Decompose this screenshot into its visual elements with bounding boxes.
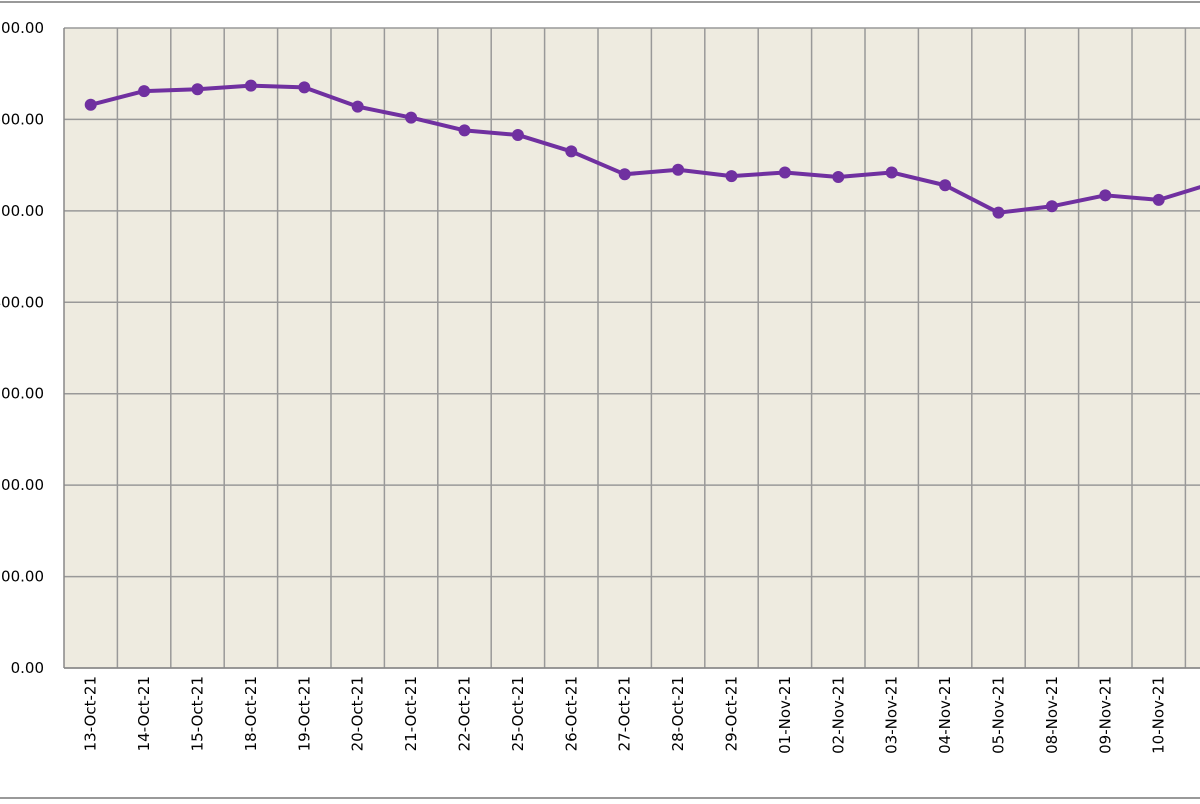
point — [511, 128, 524, 141]
y-tick-label: 0.00 — [11, 659, 44, 677]
point — [351, 100, 364, 113]
point — [672, 163, 685, 176]
x-tick-label: 04-Nov-21 — [936, 676, 954, 754]
x-tick-label: 01-Nov-21 — [776, 676, 794, 754]
point — [939, 179, 952, 192]
point — [832, 171, 845, 184]
x-tick-label: 14-Oct-21 — [135, 676, 153, 751]
point — [1152, 193, 1165, 206]
point — [565, 145, 578, 158]
x-tick-label: 22-Oct-21 — [456, 676, 474, 751]
point — [1045, 200, 1058, 213]
point — [1099, 189, 1112, 202]
y-tick-label: 200.00 — [0, 476, 44, 494]
point — [84, 98, 97, 111]
plot-area — [64, 28, 1200, 668]
x-tick-label: 03-Nov-21 — [883, 676, 901, 754]
x-tick-label: 02-Nov-21 — [829, 676, 847, 754]
point — [405, 111, 418, 124]
y-tick-label: 100.00 — [0, 568, 44, 586]
y-tick-label: 700.00 — [0, 19, 44, 37]
x-tick-label: 18-Oct-21 — [242, 676, 260, 751]
x-tick-label: 27-Oct-21 — [616, 676, 634, 751]
x-tick-label: 29-Oct-21 — [723, 676, 741, 751]
point — [725, 170, 738, 183]
x-tick-label: 13-Oct-21 — [82, 676, 100, 751]
x-tick-label: 25-Oct-21 — [509, 676, 527, 751]
x-tick-label: 19-Oct-21 — [295, 676, 313, 751]
x-tick-label: 10-Nov-21 — [1150, 676, 1168, 754]
x-tick-label: 20-Oct-21 — [349, 676, 367, 751]
y-tick-label: 600.00 — [0, 110, 44, 128]
point — [244, 79, 257, 92]
point — [618, 168, 631, 181]
point — [458, 124, 471, 137]
x-tick-label: 26-Oct-21 — [562, 676, 580, 751]
y-tick-label: 500.00 — [0, 202, 44, 220]
point — [298, 81, 311, 94]
y-tick-label: 300.00 — [0, 385, 44, 403]
point — [778, 166, 791, 179]
x-tick-label: 15-Oct-21 — [189, 676, 207, 751]
x-tick-label: 08-Nov-21 — [1043, 676, 1061, 754]
point — [885, 166, 898, 179]
point — [992, 206, 1005, 219]
x-tick-label: 05-Nov-21 — [990, 676, 1008, 754]
x-tick-label: 09-Nov-21 — [1096, 676, 1114, 754]
point — [138, 85, 151, 98]
x-tick-label: 28-Oct-21 — [669, 676, 687, 751]
x-tick-label: 21-Oct-21 — [402, 676, 420, 751]
point — [191, 83, 204, 96]
y-tick-label: 400.00 — [0, 293, 44, 311]
series-line — [90, 83, 1200, 215]
